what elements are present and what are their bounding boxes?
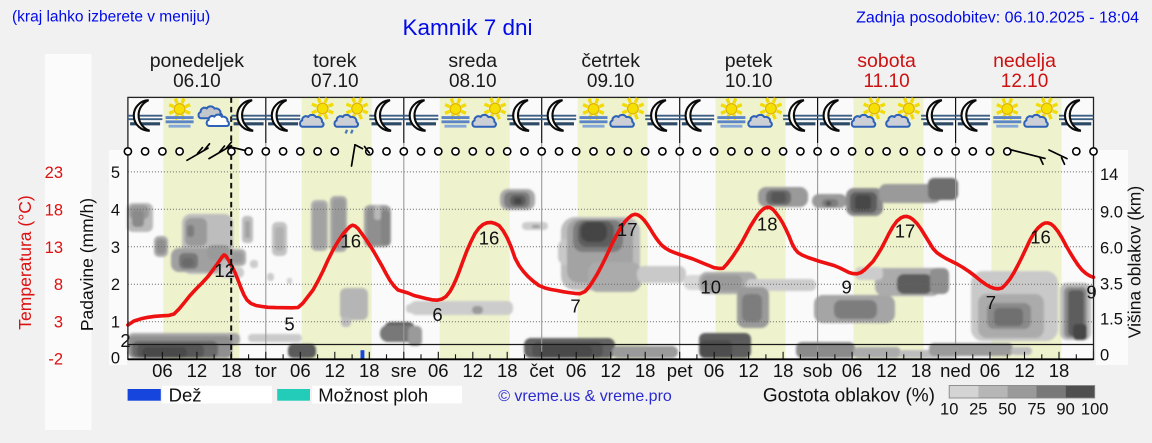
svg-text:10.10: 10.10	[725, 71, 773, 92]
svg-text:18: 18	[1049, 360, 1070, 381]
svg-text:Gostota oblakov (%): Gostota oblakov (%)	[763, 386, 935, 407]
svg-text:50: 50	[998, 401, 1016, 419]
svg-text:sobota: sobota	[857, 50, 916, 72]
svg-text:ponedeljek: ponedeljek	[150, 50, 245, 72]
svg-text:25: 25	[969, 401, 987, 419]
svg-text:12: 12	[600, 360, 621, 381]
svg-text:100: 100	[1081, 401, 1109, 419]
svg-text:© vreme.us & vreme.pro: © vreme.us & vreme.pro	[498, 388, 672, 405]
svg-text:5: 5	[111, 164, 120, 182]
svg-text:12: 12	[876, 360, 897, 381]
svg-text:75: 75	[1027, 401, 1045, 419]
svg-text:08.10: 08.10	[449, 71, 497, 92]
svg-text:18: 18	[773, 360, 794, 381]
svg-text:06.10: 06.10	[173, 71, 221, 92]
svg-text:Temperatura (°C): Temperatura (°C)	[15, 195, 35, 329]
svg-text:90: 90	[1056, 401, 1074, 419]
svg-text:06: 06	[842, 360, 863, 381]
svg-text:sreda: sreda	[448, 50, 497, 72]
svg-text:06: 06	[290, 360, 311, 381]
svg-text:18: 18	[911, 360, 932, 381]
svg-text:9.0: 9.0	[1100, 203, 1123, 221]
svg-text:16: 16	[479, 228, 500, 249]
svg-text:12: 12	[214, 260, 235, 281]
svg-text:ned: ned	[940, 360, 971, 381]
svg-text:18: 18	[221, 360, 242, 381]
svg-text:12: 12	[1014, 360, 1035, 381]
svg-text:9: 9	[1086, 282, 1096, 303]
svg-text:petek: petek	[725, 50, 773, 72]
svg-text:čet: čet	[529, 360, 554, 381]
svg-text:18: 18	[359, 360, 380, 381]
svg-text:3: 3	[111, 239, 120, 257]
svg-text:tor: tor	[255, 360, 277, 381]
svg-text:četrtek: četrtek	[581, 50, 640, 72]
svg-text:Višina oblakov (km): Višina oblakov (km)	[1125, 186, 1145, 338]
svg-text:6.0: 6.0	[1100, 240, 1123, 258]
svg-text:Kamnik 7 dni: Kamnik 7 dni	[402, 15, 532, 40]
svg-text:06: 06	[704, 360, 725, 381]
svg-text:07.10: 07.10	[311, 71, 359, 92]
svg-text:06: 06	[428, 360, 449, 381]
svg-text:10: 10	[940, 401, 958, 419]
svg-text:14: 14	[1100, 166, 1118, 184]
svg-text:6: 6	[432, 304, 442, 325]
svg-text:Dež: Dež	[169, 385, 202, 406]
svg-text:12.10: 12.10	[1001, 71, 1049, 92]
svg-text:18: 18	[635, 360, 656, 381]
svg-text:pet: pet	[667, 360, 693, 381]
svg-text:12: 12	[738, 360, 759, 381]
svg-text:2: 2	[111, 276, 120, 294]
svg-text:1.5: 1.5	[1100, 311, 1123, 329]
svg-text:2: 2	[120, 330, 130, 351]
svg-text:10: 10	[700, 276, 721, 297]
svg-text:0: 0	[111, 350, 120, 368]
svg-text:3.5: 3.5	[1100, 276, 1123, 294]
svg-text:torek: torek	[313, 50, 357, 72]
svg-text:17: 17	[895, 220, 916, 241]
svg-text:7: 7	[570, 295, 580, 316]
svg-text:Zadnja posodobitev: 06.10.2025: Zadnja posodobitev: 06.10.2025 - 18:04	[856, 10, 1139, 27]
svg-text:06: 06	[152, 360, 173, 381]
svg-text:18: 18	[757, 214, 778, 235]
svg-text:Možnost ploh: Možnost ploh	[318, 385, 428, 406]
svg-text:9: 9	[841, 276, 851, 297]
svg-text:(kraj lahko izberete v meniju): (kraj lahko izberete v meniju)	[12, 9, 210, 26]
svg-text:23: 23	[45, 164, 63, 182]
svg-text:11.10: 11.10	[864, 71, 910, 92]
svg-text:sob: sob	[803, 360, 833, 381]
svg-text:sre: sre	[391, 360, 417, 381]
svg-text:nedelja: nedelja	[993, 50, 1056, 72]
svg-text:09.10: 09.10	[587, 71, 635, 92]
svg-text:13: 13	[45, 239, 63, 257]
svg-text:12: 12	[462, 360, 483, 381]
svg-text:1: 1	[111, 314, 120, 332]
svg-text:3: 3	[54, 314, 63, 332]
svg-text:Padavine (mm/h): Padavine (mm/h)	[77, 198, 97, 331]
svg-text:8: 8	[54, 276, 63, 294]
svg-text:17: 17	[617, 219, 638, 240]
svg-text:06: 06	[566, 360, 587, 381]
svg-text:06: 06	[980, 360, 1001, 381]
svg-text:12: 12	[187, 360, 208, 381]
svg-text:5: 5	[284, 314, 294, 335]
svg-text:7: 7	[986, 292, 996, 313]
svg-text:12: 12	[325, 360, 346, 381]
svg-text:18: 18	[497, 360, 518, 381]
svg-text:16: 16	[341, 231, 362, 252]
svg-text:16: 16	[1030, 227, 1051, 248]
svg-text:-2: -2	[48, 350, 63, 368]
svg-text:4: 4	[111, 201, 120, 219]
svg-text:18: 18	[45, 201, 63, 219]
svg-text:0: 0	[1100, 347, 1109, 365]
